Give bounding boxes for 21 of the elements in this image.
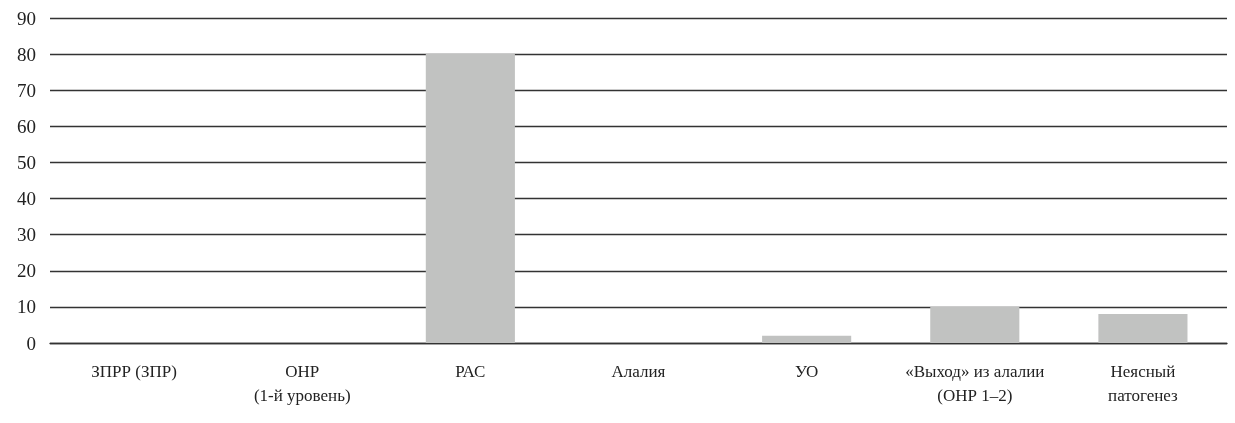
y-tick-label: 80 [17,43,36,65]
x-tick-label: УО [794,361,819,381]
bar [1098,314,1188,343]
y-tick-label: 50 [17,151,36,173]
x-tick-label: Неясный патогенез [1108,361,1179,405]
y-tick-label: 70 [17,79,36,101]
y-tick-label: 40 [17,188,36,210]
x-tick-label: «Выход» из алалии (ОНР 1–2) [905,361,1045,405]
bar [762,335,852,343]
y-tick-label: 60 [17,115,36,137]
y-tick-label: 90 [17,7,36,29]
y-tick-label: 10 [17,296,36,318]
y-tick-label: 0 [26,332,36,354]
x-tick-label: Алалия [611,361,666,381]
x-tick-label: ЗПРР (ЗПР) [91,361,177,381]
bar [930,306,1020,343]
x-tick-label: РАС [455,361,486,381]
x-tick-label: ОНР (1-й уровень) [253,361,351,405]
bar [425,54,515,343]
y-tick-label: 20 [17,260,36,282]
y-tick-label: 30 [17,224,36,246]
